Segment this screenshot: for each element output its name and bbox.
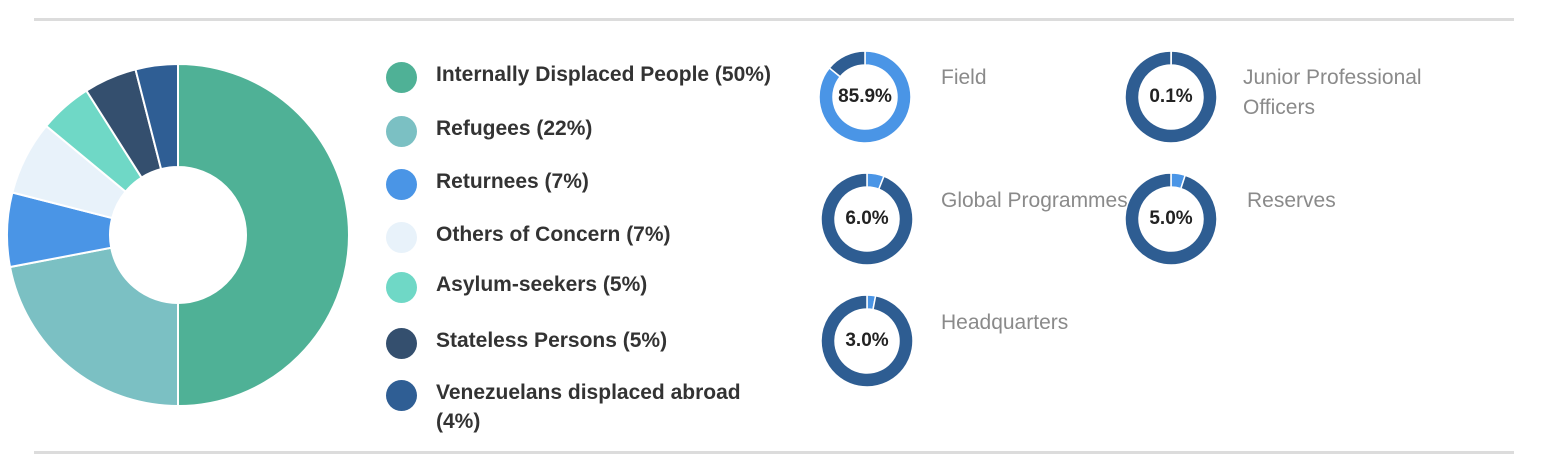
mini-donut-label: Headquarters bbox=[941, 311, 1069, 334]
donut-remainder-slice bbox=[828, 50, 866, 78]
legend-item-venezuelans[interactable]: Venezuelans displaced abroad (4%) bbox=[386, 378, 776, 436]
donut-percent: 6.0% bbox=[845, 208, 889, 229]
donut-slice-0[interactable] bbox=[177, 62, 350, 408]
donut-slice-6[interactable] bbox=[134, 62, 179, 171]
mini-donut-label: Global Programmes bbox=[941, 189, 1128, 212]
mini-donut-reserves: 5.0% bbox=[1124, 172, 1218, 266]
donut-percent: 3.0% bbox=[845, 330, 889, 351]
legend-label: Stateless Persons (5%) bbox=[436, 329, 668, 352]
legend-label: Returnees (7%) bbox=[436, 170, 589, 193]
legend-item-asylum-seekers[interactable]: Asylum-seekers (5%) bbox=[386, 270, 776, 303]
legend-label: Internally Displaced People (50%) bbox=[436, 63, 771, 86]
legend-label: Others of Concern (7%) bbox=[436, 223, 671, 246]
bottom-divider bbox=[34, 451, 1514, 454]
mini-donut-label: Junior Professional Officers bbox=[1243, 66, 1422, 119]
donut-slice-1[interactable] bbox=[8, 246, 179, 408]
legend-item-refugees[interactable]: Refugees (22%) bbox=[386, 114, 776, 147]
legend-item-stateless[interactable]: Stateless Persons (5%) bbox=[386, 326, 776, 359]
legend-swatch bbox=[386, 116, 417, 147]
mini-donut-field: 85.9% bbox=[818, 50, 912, 144]
donut-percent: 0.1% bbox=[1149, 86, 1193, 107]
donut-percent: 85.9% bbox=[838, 86, 892, 107]
legend-swatch bbox=[386, 222, 417, 253]
population-donut-chart bbox=[6, 62, 350, 408]
legend-swatch bbox=[386, 272, 417, 303]
legend-label: Venezuelans displaced abroad (4%) bbox=[436, 381, 741, 433]
mini-donut-label: Field bbox=[941, 66, 987, 89]
legend-swatch bbox=[386, 380, 417, 411]
mini-donut-jpo: 0.1% bbox=[1124, 50, 1218, 144]
donut-percent: 5.0% bbox=[1149, 208, 1193, 229]
legend-swatch bbox=[386, 328, 417, 359]
donut-remainder-slice bbox=[1124, 50, 1218, 144]
mini-donut-label: Reserves bbox=[1247, 189, 1336, 212]
legend-item-others-of-concern[interactable]: Others of Concern (7%) bbox=[386, 220, 776, 253]
mini-donut-headquarters: 3.0% bbox=[820, 294, 914, 388]
legend-label: Asylum-seekers (5%) bbox=[436, 273, 648, 296]
legend-swatch bbox=[386, 62, 417, 93]
donut-remainder-slice bbox=[820, 294, 914, 388]
legend-swatch bbox=[386, 169, 417, 200]
donut-remainder-slice bbox=[820, 172, 914, 266]
mini-donut-global-programmes: 6.0% bbox=[820, 172, 914, 266]
legend-label: Refugees (22%) bbox=[436, 117, 593, 140]
donut-value-slice bbox=[818, 50, 912, 144]
donut-remainder-slice bbox=[1124, 172, 1218, 266]
top-divider bbox=[34, 18, 1514, 21]
legend-item-idp[interactable]: Internally Displaced People (50%) bbox=[386, 60, 776, 93]
legend-item-returnees[interactable]: Returnees (7%) bbox=[386, 167, 776, 200]
